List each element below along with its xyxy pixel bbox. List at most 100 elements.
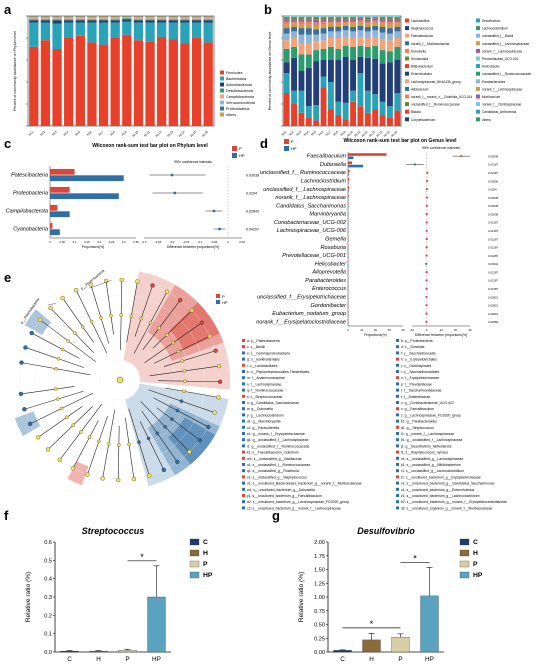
diff-tick-label: -0.2 (170, 240, 175, 244)
bar-segment (203, 42, 213, 126)
bar-segment (122, 21, 132, 35)
node (89, 319, 94, 324)
bar-segment (40, 16, 51, 18)
legend-swatch (405, 71, 409, 76)
node (48, 305, 53, 311)
legend-swatch (220, 94, 224, 99)
bar-segment (372, 20, 379, 23)
list-swatch (242, 481, 245, 485)
bar-segment (40, 19, 51, 21)
bar-segment (283, 16, 290, 18)
cladogram-list-item: q1: s__unclassified_g__Roseburia (247, 469, 299, 473)
list-swatch (396, 401, 399, 404)
list-swatch (396, 345, 399, 349)
x-tick-label: 0.15 (84, 240, 90, 244)
y-tick-label: 0.00 (314, 650, 325, 656)
bar-segment (98, 16, 109, 17)
p-value: 0.02187 (488, 171, 499, 175)
ci-point (425, 221, 428, 224)
bar-segment (29, 19, 39, 21)
cladogram-list-item: d1: g__Streptococcus (401, 426, 434, 430)
bar-segment (379, 39, 386, 51)
list-swatch (242, 450, 245, 454)
cladogram-list-item: k: o__Peptostreptococcales-Tissierellale… (247, 370, 310, 374)
y-axis-label: Relative ratio (%) (25, 572, 32, 623)
bar (60, 650, 79, 653)
bar-segment (364, 57, 371, 91)
cladogram-list-item: j1: g__Desulfovibrio_fairfieldensis (400, 444, 452, 448)
bar-segment (157, 17, 167, 19)
x-tick-label: 0 (347, 328, 349, 332)
bar-segment (298, 34, 305, 44)
list-swatch (242, 419, 245, 423)
bar (147, 596, 166, 653)
bar-segment (342, 45, 349, 57)
y-tick-label: 0.5 (44, 558, 52, 564)
bar-segment (40, 22, 51, 41)
bar-segment (291, 23, 298, 27)
node (164, 289, 170, 294)
node (65, 415, 69, 420)
panel-g-desulfovibrio-bar: Desulfovibrio 0.00 0.25 0.50 0.75 1.00 1.25 1.5… (298, 526, 483, 663)
ci-point (460, 155, 463, 158)
node (60, 347, 65, 352)
branch (105, 280, 114, 335)
bar-segment (386, 28, 393, 34)
category-label: Marvinbryantia (309, 212, 346, 218)
legend-swatch (476, 79, 480, 84)
x-tick-label: HL8 (109, 130, 116, 137)
bar-segment (298, 17, 305, 20)
list-swatch (242, 394, 245, 398)
x-tick-label: 0.3 (122, 240, 126, 244)
branch (124, 417, 135, 480)
legend-swatch (405, 102, 409, 107)
bar-segment (291, 57, 298, 91)
bar-segment (335, 60, 342, 102)
category-label: Eubacterium_nodatum_group (272, 311, 346, 317)
node (27, 421, 33, 426)
legend-label: others (226, 113, 236, 117)
node (216, 363, 222, 369)
x-tick-label: HL3 (295, 130, 302, 137)
p-value: 0.02187 (488, 246, 499, 250)
list-swatch (242, 494, 245, 497)
bar-segment (64, 22, 74, 38)
ci-point (425, 279, 428, 282)
bar-segment (191, 22, 202, 38)
branch (37, 406, 83, 438)
bar-segment (313, 120, 320, 126)
list-swatch (242, 469, 245, 473)
legend-swatch-P (232, 146, 237, 151)
legend-label: Lachnospiraceae_NK4A136_group (411, 80, 461, 84)
bar-segment (313, 19, 320, 23)
list-swatch (242, 345, 245, 349)
list-swatch (396, 376, 399, 380)
branch (25, 347, 85, 368)
bar-segment (145, 41, 155, 126)
bar-HP (50, 175, 124, 182)
bar-HP (50, 229, 60, 236)
bar-segment (386, 62, 393, 107)
x-tick-label: 0.35 (133, 240, 139, 244)
cladogram-list-item: z: g__Lachnospiraceae_FCS020_group (401, 413, 461, 417)
node (147, 473, 152, 478)
bar-segment (313, 22, 320, 26)
node (35, 435, 41, 440)
list-swatch (396, 351, 399, 355)
bar-P (50, 186, 70, 193)
node (146, 436, 151, 441)
bar-segment (357, 16, 364, 18)
legend-label-P: P (222, 294, 225, 299)
bar-P (348, 169, 350, 173)
bar-segment (122, 16, 132, 18)
bar-segment (157, 36, 167, 126)
diff-tick-label: 10 (439, 328, 443, 332)
ci-point (218, 227, 222, 231)
bar-segment (335, 23, 342, 27)
list-swatch (396, 481, 399, 485)
cladogram-list-item: u1: s__uncultured_Bacteroidales_bacteriu… (247, 482, 362, 486)
x-tick-label: HL4 (303, 130, 310, 137)
category-label: Faecalibaculum (307, 154, 347, 160)
cladogram-list-item: l: o__Saccharimonadales (401, 370, 439, 374)
branch (154, 335, 211, 364)
